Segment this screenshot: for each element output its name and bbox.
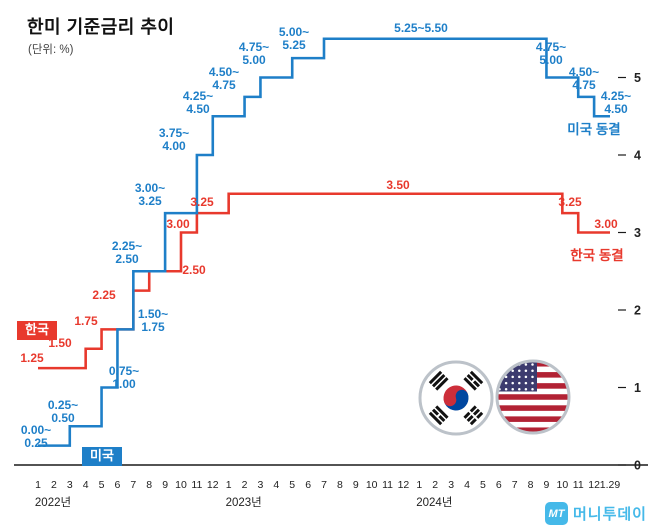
- rate-label: 3.00~ 3.25: [135, 181, 165, 208]
- rate-label: 0.75~ 1.00: [109, 364, 139, 391]
- rate-label: 4.50~ 4.75: [569, 65, 599, 92]
- rate-label: 4.25~ 4.50: [601, 89, 631, 116]
- us-series-badge: 미국: [82, 447, 122, 466]
- rate-label: 3.00: [594, 217, 618, 231]
- x-tick-label: 11: [191, 479, 202, 491]
- rate-label: 4.75~ 5.00: [239, 40, 269, 67]
- x-tick-label: 7: [130, 479, 136, 491]
- us-freeze-label: 미국 동결: [567, 121, 620, 137]
- us-flag-icon: [495, 359, 571, 435]
- x-tick-label: 9: [544, 479, 550, 491]
- x-tick-label: 1.29: [600, 479, 621, 491]
- y-tick-label: 4: [634, 149, 641, 163]
- korea-freeze-label: 한국 동결: [570, 247, 623, 263]
- korea-series-badge: 한국: [17, 321, 57, 340]
- x-tick-label: 5: [99, 479, 105, 491]
- rate-label: 1.75: [74, 314, 98, 328]
- x-tick-label: 3: [67, 479, 73, 491]
- x-tick-label: 9: [162, 479, 168, 491]
- x-tick-label: 8: [146, 479, 152, 491]
- rate-label: 4.50~ 4.75: [209, 65, 239, 92]
- x-tick-label: 10: [556, 479, 568, 491]
- y-tick-label: 2: [634, 304, 641, 318]
- rate-label: 0.00~ 0.25: [21, 423, 51, 450]
- rate-label: 1.25: [20, 351, 44, 365]
- x-tick-label: 10: [366, 479, 378, 491]
- y-tick-label: 1: [634, 381, 641, 395]
- x-tick-label: 11: [573, 479, 584, 491]
- x-tick-label: 3: [448, 479, 454, 491]
- rate-label: 2.25~ 2.50: [112, 239, 142, 266]
- rate-label: 3.25: [190, 195, 214, 209]
- rate-label: 1.50~ 1.75: [138, 307, 168, 334]
- y-tick-label: 0: [634, 459, 641, 473]
- x-tick-label: 1: [35, 479, 41, 491]
- publisher-name: 머니투데이: [572, 506, 647, 523]
- x-year-label: 2023년: [226, 496, 262, 509]
- moneytoday-logo-icon: MT: [544, 502, 568, 525]
- y-tick-label: 3: [634, 226, 641, 240]
- x-tick-label: 6: [305, 479, 311, 491]
- x-tick-label: 2: [51, 479, 57, 491]
- rate-label: 4.75~ 5.00: [536, 40, 566, 67]
- rate-label: 2.50: [182, 263, 206, 277]
- x-tick-label: 8: [337, 479, 343, 491]
- rate-label: 5.00~ 5.25: [279, 25, 309, 52]
- x-tick-label: 8: [528, 479, 534, 491]
- unit-label: (단위: %): [28, 44, 74, 56]
- rate-label: 4.25~ 4.50: [183, 89, 213, 116]
- rate-label: 0.25~ 0.50: [48, 398, 78, 425]
- rate-label: 3.25: [558, 195, 582, 209]
- y-tick-label: 5: [634, 71, 641, 85]
- x-tick-label: 6: [115, 479, 121, 491]
- rate-label: 5.25~5.50: [394, 21, 448, 35]
- x-year-label: 2024년: [416, 496, 452, 509]
- page-title: 한미 기준금리 추이: [27, 17, 175, 37]
- x-tick-label: 6: [496, 479, 502, 491]
- x-tick-label: 12: [398, 479, 410, 491]
- x-tick-label: 2: [242, 479, 248, 491]
- x-tick-label: 5: [289, 479, 295, 491]
- x-tick-label: 2: [432, 479, 438, 491]
- rate-label: 3.75~ 4.00: [159, 126, 189, 153]
- x-tick-label: 4: [83, 479, 89, 491]
- x-tick-label: 3: [258, 479, 264, 491]
- x-tick-label: 12: [588, 479, 600, 491]
- x-tick-label: 4: [273, 479, 279, 491]
- us-rate-line: [38, 37, 610, 447]
- taegeukgi-trigrams: [428, 370, 484, 426]
- rate-label: 3.00: [166, 217, 190, 231]
- x-tick-label: 10: [175, 479, 187, 491]
- publisher-watermark: MT 머니투데이: [544, 502, 647, 525]
- x-tick-label: 5: [480, 479, 486, 491]
- x-tick-label: 11: [382, 479, 393, 491]
- rate-label: 2.25: [92, 288, 116, 302]
- x-tick-label: 1: [416, 479, 422, 491]
- x-tick-label: 7: [512, 479, 518, 491]
- x-tick-label: 1: [226, 479, 232, 491]
- rate-label: 3.50: [386, 178, 410, 192]
- x-tick-label: 12: [207, 479, 219, 491]
- korea-rate-line: [38, 192, 610, 370]
- x-tick-label: 4: [464, 479, 470, 491]
- x-year-label: 2022년: [35, 496, 71, 509]
- korea-flag-icon: [418, 360, 494, 436]
- x-tick-label: 9: [353, 479, 359, 491]
- x-tick-label: 7: [321, 479, 327, 491]
